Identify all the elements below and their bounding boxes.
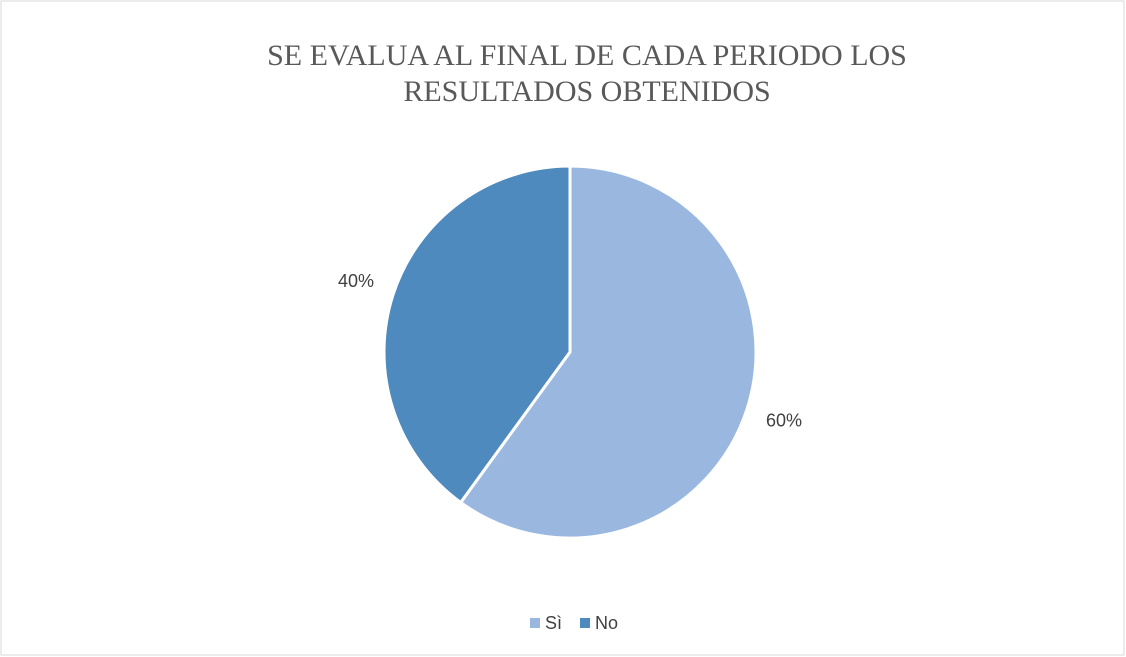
legend-label: Sì bbox=[545, 613, 562, 633]
pie-slice bbox=[382, 164, 572, 505]
chart-title: SE EVALUA AL FINAL DE CADA PERIODO LOS R… bbox=[267, 39, 907, 108]
legend-swatch bbox=[580, 618, 591, 628]
pie-slice bbox=[458, 164, 758, 540]
data-label: 60% bbox=[766, 410, 802, 430]
data-label: 40% bbox=[338, 271, 374, 291]
legend-label: No bbox=[595, 613, 618, 633]
legend-swatch bbox=[530, 618, 540, 628]
